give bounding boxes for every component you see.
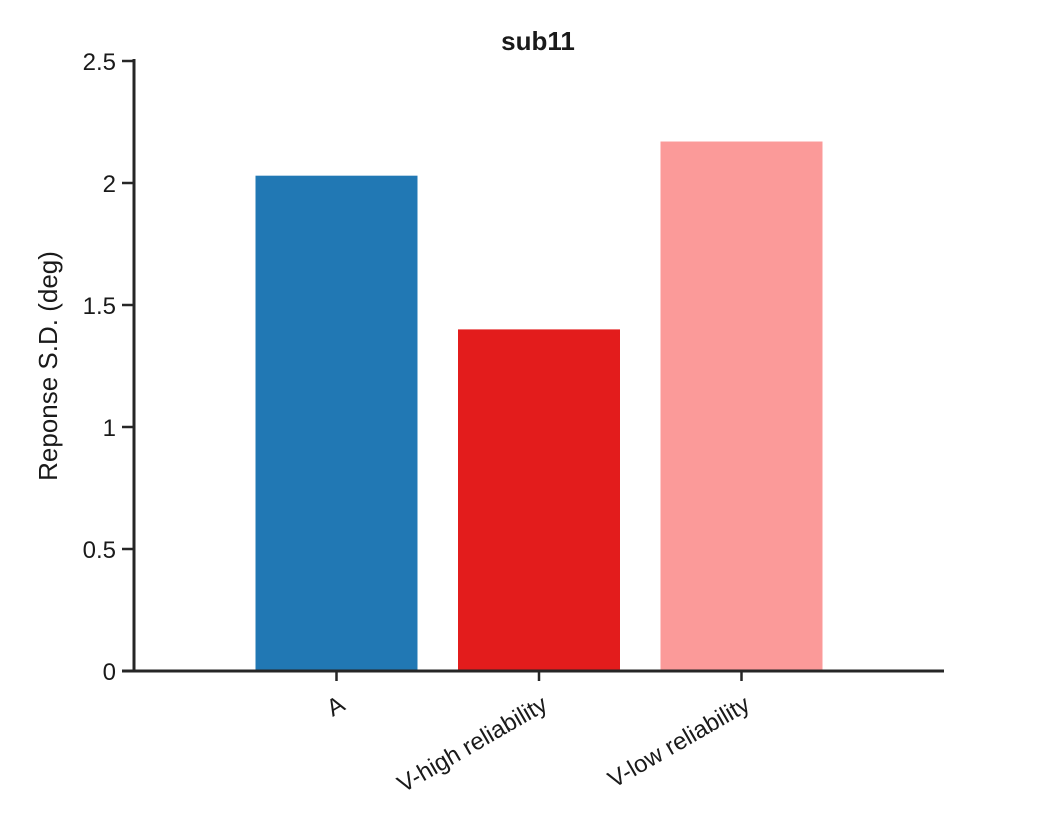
x-tick-label: V-high reliability [393, 691, 552, 798]
bar-2 [458, 329, 620, 671]
y-tick-label: 0 [103, 659, 116, 686]
y-tick-label: 0.5 [83, 537, 116, 564]
y-tick-label: 1 [103, 415, 116, 442]
bar-3 [660, 141, 823, 671]
y-tick-label: 2.5 [83, 49, 116, 76]
y-tick-label: 1.5 [83, 293, 116, 320]
x-tick-label: V-low reliability [604, 691, 755, 794]
y-tick-label: 2 [103, 171, 116, 198]
bar-1 [255, 175, 418, 671]
y-axis-label: Reponse S.D. (deg) [33, 251, 63, 481]
x-tick-label: A [322, 691, 349, 722]
chart-title: sub11 [501, 26, 575, 56]
bars-layer [255, 141, 823, 671]
ticks-layer: A V-high reliability V-low reliability 0 0.5… [83, 49, 755, 798]
